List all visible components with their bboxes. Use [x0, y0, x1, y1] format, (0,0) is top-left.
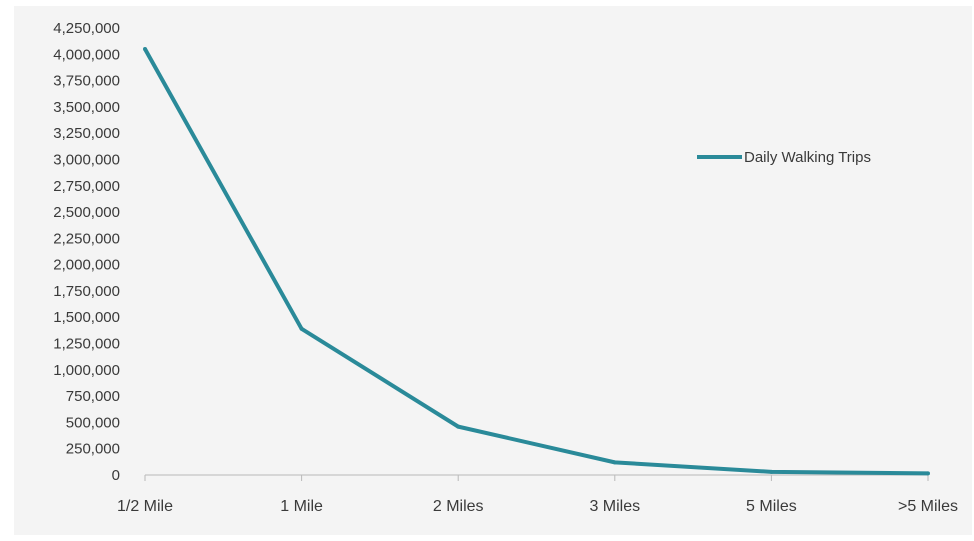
y-axis: 0 250,000 500,000 750,000 1,000,000 1,250,000… — [53, 20, 120, 484]
x-tick-label: 5 Miles — [746, 498, 797, 515]
y-tick-label: 500,000 — [66, 414, 120, 431]
y-tick-label: 2,750,000 — [53, 178, 120, 195]
data-point — [299, 326, 304, 331]
y-tick-label: 3,750,000 — [53, 73, 120, 90]
y-tick-label: 2,250,000 — [53, 230, 120, 247]
y-tick-label: 4,250,000 — [53, 20, 120, 37]
x-axis: 1/2 Mile 1 Mile 2 Miles 3 Miles 5 Miles >5 Mi… — [117, 474, 958, 515]
y-tick-label: 750,000 — [66, 388, 120, 405]
x-tick-label: 1 Mile — [280, 498, 323, 515]
y-tick-label: 2,000,000 — [53, 257, 120, 274]
data-point — [926, 471, 930, 476]
y-tick-label: 3,500,000 — [53, 99, 120, 116]
x-tick-label: 3 Miles — [589, 498, 640, 515]
y-tick-label: 3,250,000 — [53, 125, 120, 142]
y-tick-label: 1,250,000 — [53, 336, 120, 353]
x-tick-label: 2 Miles — [433, 498, 484, 515]
x-tick-label: 1/2 Mile — [117, 498, 173, 515]
legend: Daily Walking Trips — [697, 149, 871, 166]
data-point — [612, 460, 617, 465]
y-tick-label: 0 — [112, 467, 120, 484]
y-tick-label: 1,500,000 — [53, 309, 120, 326]
data-point — [143, 47, 147, 52]
series-line — [143, 48, 929, 476]
legend-label: Daily Walking Trips — [744, 149, 871, 166]
data-point — [456, 424, 461, 429]
y-tick-label: 2,500,000 — [53, 204, 120, 221]
chart-background — [14, 6, 972, 535]
data-point — [769, 469, 774, 474]
y-tick-label: 1,000,000 — [53, 362, 120, 379]
y-tick-label: 250,000 — [66, 441, 120, 458]
y-tick-label: 1,750,000 — [53, 283, 120, 300]
series-layer — [143, 47, 930, 476]
y-tick-label: 3,000,000 — [53, 151, 120, 168]
y-tick-label: 4,000,000 — [53, 46, 120, 63]
x-tick-label: >5 Miles — [898, 498, 958, 515]
